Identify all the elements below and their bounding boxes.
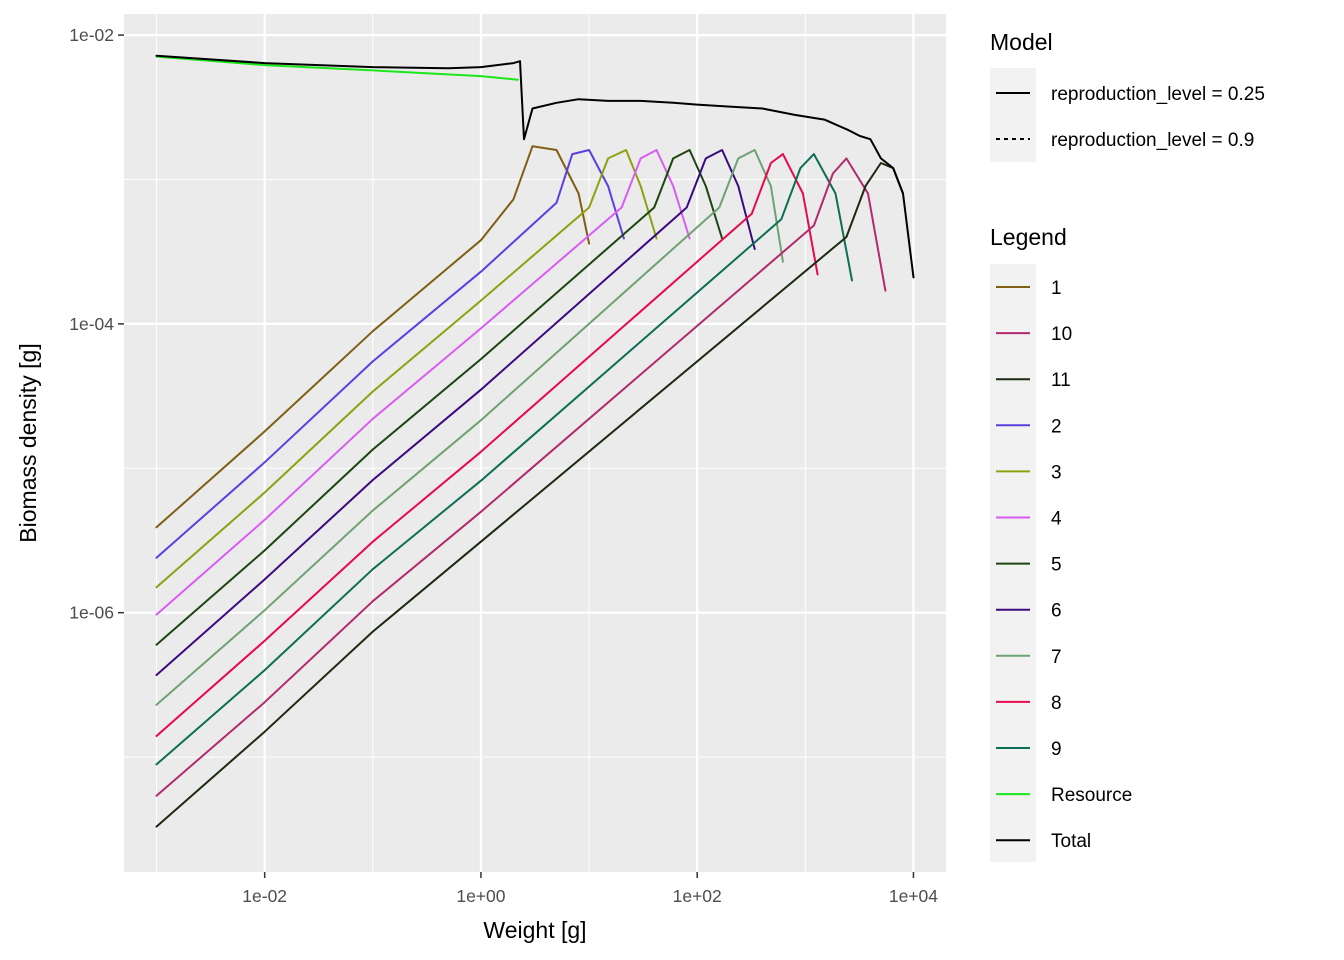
legend-model-label: reproduction_level = 0.9 bbox=[1051, 130, 1254, 151]
legend-species-label: 2 bbox=[1051, 416, 1062, 437]
legend-species-label: 10 bbox=[1051, 324, 1072, 345]
y-axis: 1e-06 1e-04 1e-02 bbox=[69, 25, 124, 623]
plot-panel bbox=[124, 14, 946, 872]
legend-species-label: 3 bbox=[1051, 462, 1062, 483]
x-axis: 1e-02 1e+00 1e+02 1e+04 bbox=[242, 872, 938, 906]
series-group bbox=[155, 54, 915, 828]
legend-model: Model reproduction_level = 0.25reproduct… bbox=[990, 29, 1265, 162]
series-line-9 bbox=[155, 153, 853, 766]
x-tick-label: 1e-02 bbox=[242, 886, 287, 906]
y-tick-label: 1e-02 bbox=[69, 25, 114, 45]
legend-species-label: 4 bbox=[1051, 509, 1062, 530]
x-axis-title: Weight [g] bbox=[483, 917, 586, 943]
legend-species: Legend 1 10 11 2 3 4 5 6 7 8 9 Resource Total bbox=[990, 224, 1132, 862]
series-line-10 bbox=[155, 157, 887, 797]
legend-model-label: reproduction_level = 0.25 bbox=[1051, 84, 1265, 105]
legend-model-title: Model bbox=[990, 29, 1053, 55]
series-line-resource bbox=[155, 55, 519, 81]
series-line-total bbox=[155, 54, 915, 279]
x-tick-label: 1e+04 bbox=[889, 886, 938, 906]
legend-model-entries: reproduction_level = 0.25 reproduction_le… bbox=[996, 84, 1265, 151]
legend-species-label: 5 bbox=[1051, 555, 1062, 576]
legend-species-label: Resource bbox=[1051, 785, 1132, 806]
y-tick-label: 1e-06 bbox=[69, 603, 114, 623]
legend-species-label: Total bbox=[1051, 831, 1091, 852]
legend-species-label: 7 bbox=[1051, 647, 1062, 668]
legend-species-entries: 1 10 11 2 3 4 5 6 7 8 9 Resource Total bbox=[996, 278, 1132, 852]
legend-species-label: 11 bbox=[1051, 370, 1071, 391]
x-tick-label: 1e+02 bbox=[673, 886, 722, 906]
legend-model-key-background bbox=[990, 68, 1036, 162]
y-tick-label: 1e-04 bbox=[69, 314, 114, 334]
series-line-7 bbox=[155, 149, 784, 706]
legend-species-label: 8 bbox=[1051, 693, 1062, 714]
series-line-3 bbox=[155, 149, 658, 589]
legend-species-title: Legend bbox=[990, 224, 1067, 250]
x-tick-label: 1e+00 bbox=[456, 886, 505, 906]
series-line-1 bbox=[155, 145, 591, 529]
y-axis-title: Biomass density [g] bbox=[15, 343, 41, 542]
grid-minor bbox=[124, 14, 946, 872]
legend-species-label: 1 bbox=[1051, 278, 1062, 299]
legend-species-label: 6 bbox=[1051, 601, 1062, 622]
legend-species-label: 9 bbox=[1051, 739, 1062, 760]
series-line-11 bbox=[155, 162, 904, 828]
